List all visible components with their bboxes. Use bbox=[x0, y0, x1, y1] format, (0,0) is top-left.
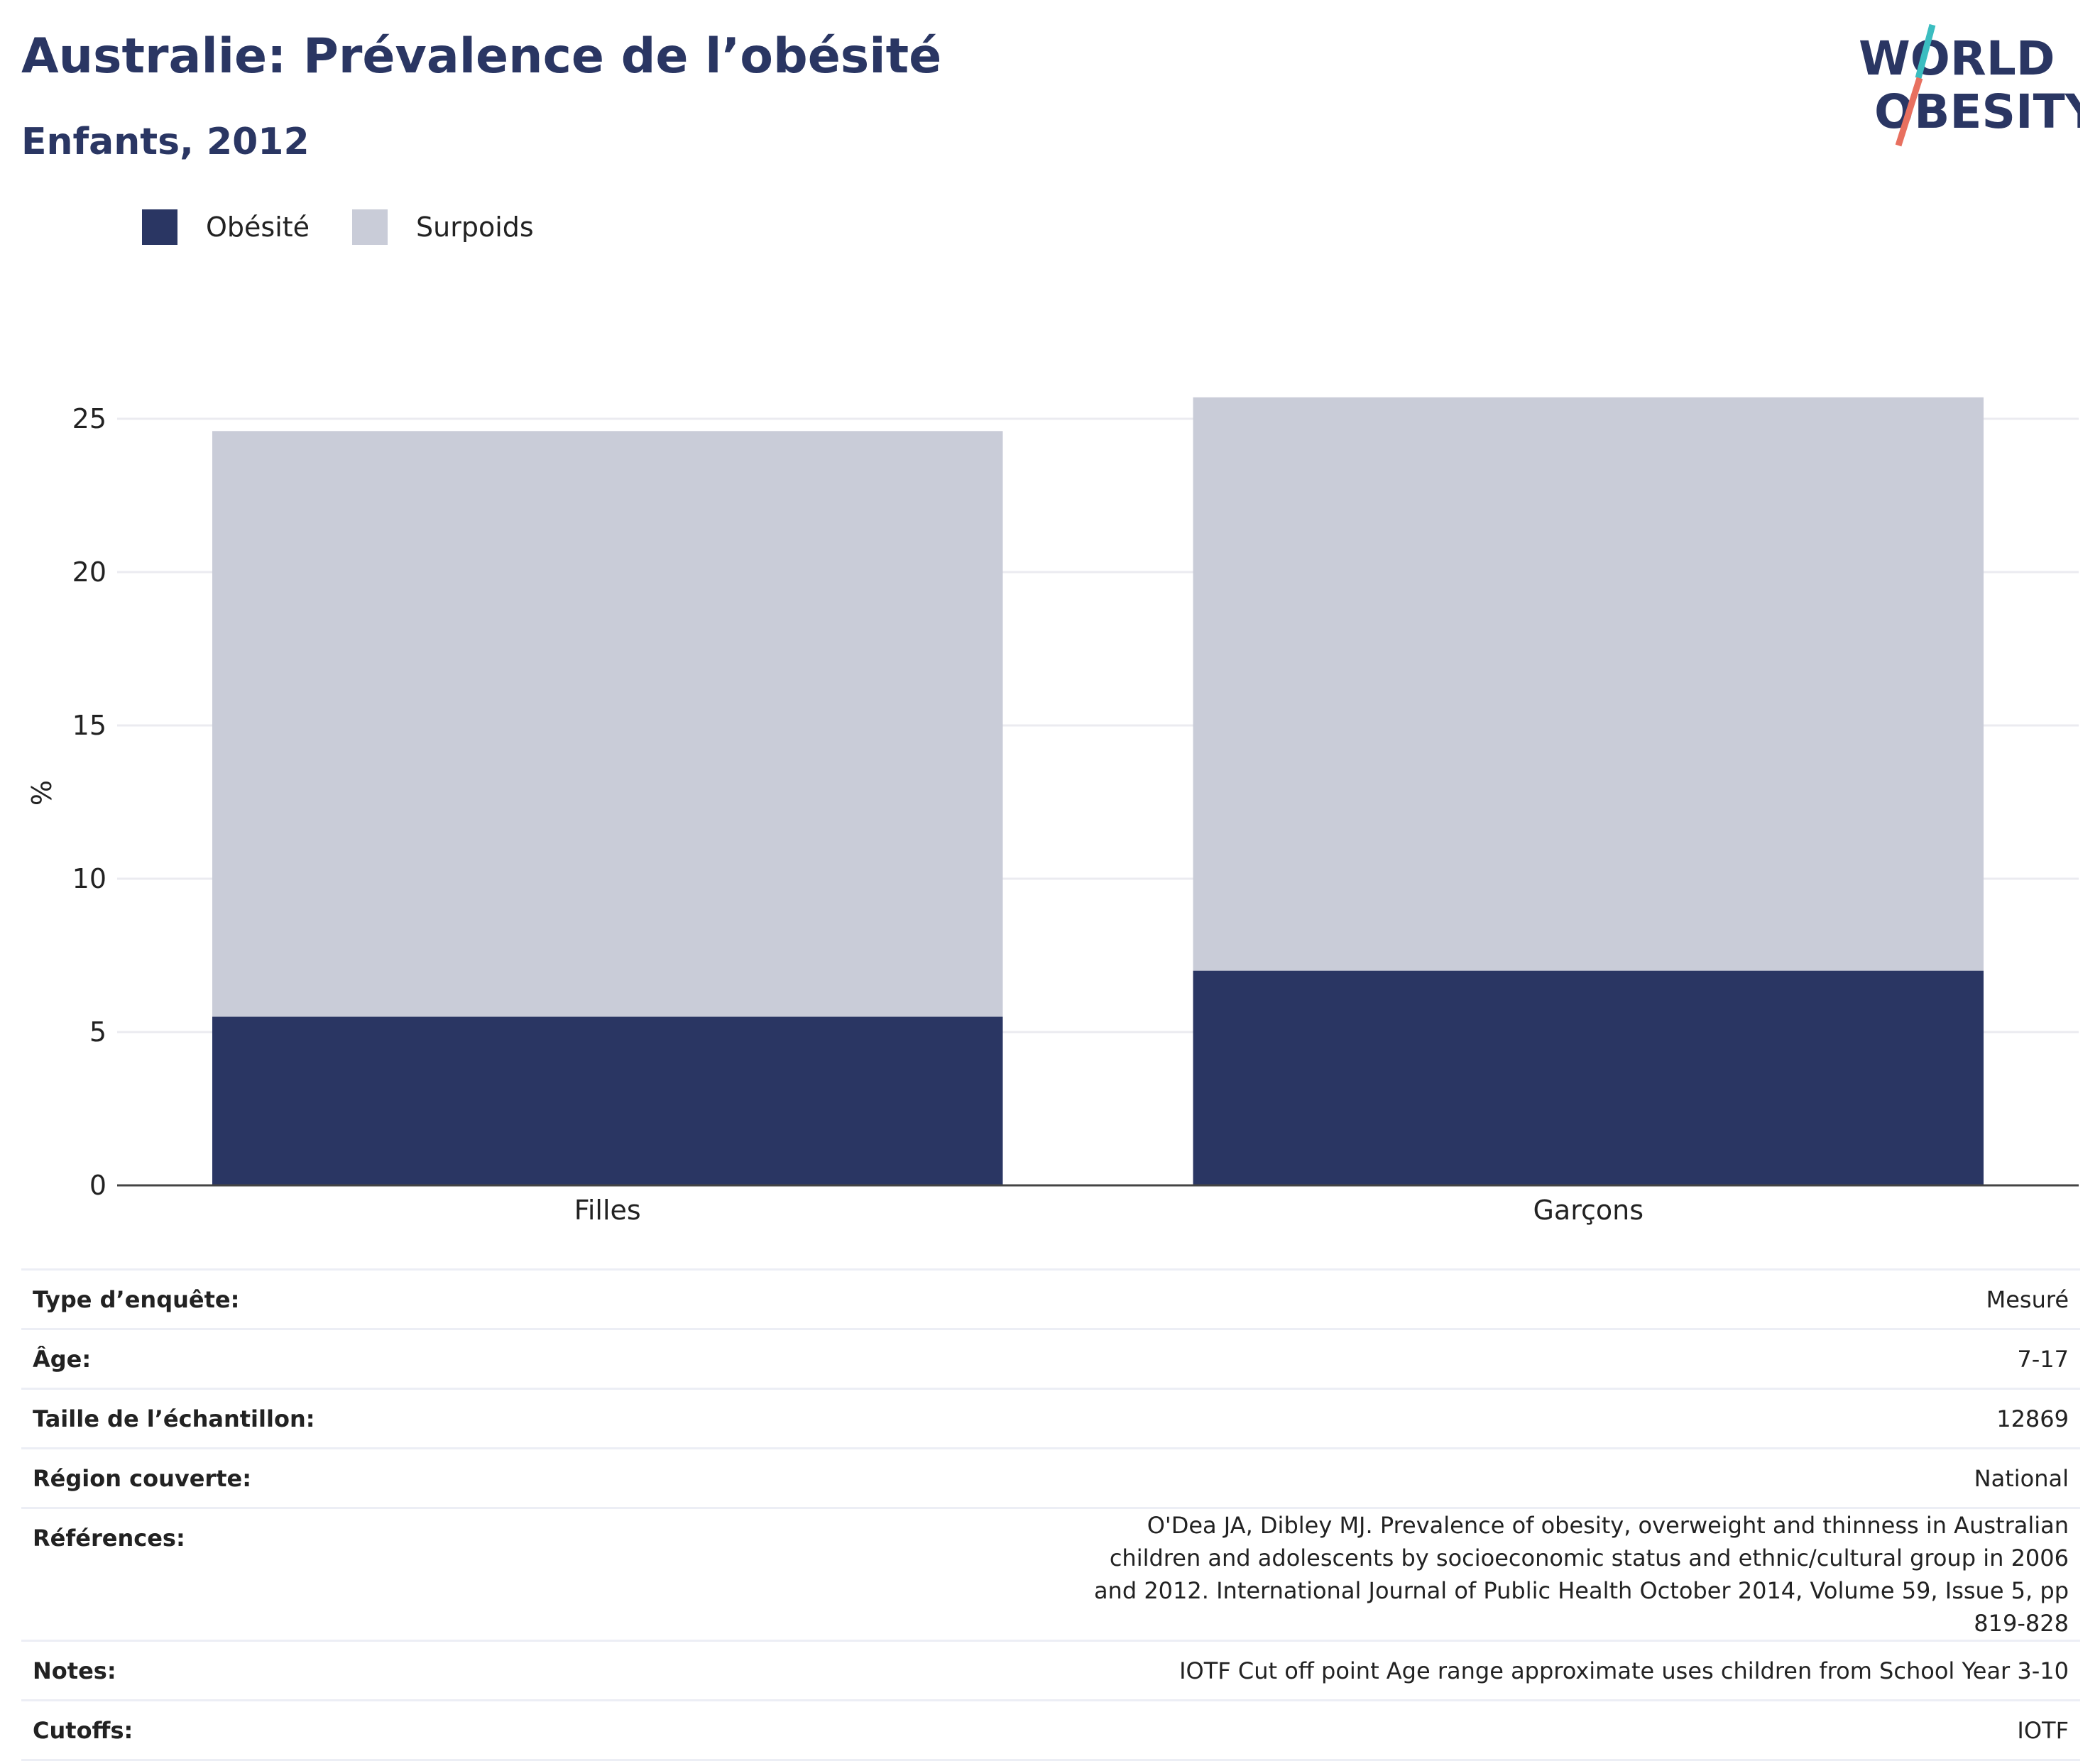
info-row-notes: Notes: IOTF Cut off point Age range appr… bbox=[21, 1640, 2080, 1701]
info-row-survey-type: Type d’enquête: Mesuré bbox=[21, 1268, 2080, 1330]
legend-item-overweight[interactable]: Surpoids bbox=[352, 209, 534, 245]
info-row-region: Région couverte: National bbox=[21, 1448, 2080, 1509]
info-key: Taille de l’échantillon: bbox=[21, 1388, 541, 1449]
info-key: Références: bbox=[21, 1508, 541, 1642]
info-key: Cutoffs: bbox=[21, 1700, 541, 1761]
legend-swatch-obesity bbox=[142, 209, 177, 245]
info-key: Région couverte: bbox=[21, 1448, 541, 1509]
legend: Obésité Surpoids bbox=[142, 209, 576, 245]
bar-obesity bbox=[212, 1016, 1003, 1185]
info-key: Type d’enquête: bbox=[21, 1268, 541, 1330]
info-row-sample-size: Taille de l’échantillon: 12869 bbox=[21, 1388, 2080, 1449]
y-tick-label: 5 bbox=[89, 1016, 106, 1048]
y-axis-label: % bbox=[26, 780, 58, 806]
legend-swatch-overweight bbox=[352, 209, 388, 245]
y-tick-label: 20 bbox=[72, 556, 106, 588]
legend-item-obesity[interactable]: Obésité bbox=[142, 209, 310, 245]
info-key: Âge: bbox=[21, 1329, 541, 1390]
world-obesity-logo: WORLD OBESITY bbox=[1859, 23, 2080, 147]
logo-word-world: WORLD bbox=[1859, 31, 2055, 86]
x-tick-label: Filles bbox=[574, 1195, 641, 1226]
info-value: O'Dea JA, Dibley MJ. Prevalence of obesi… bbox=[541, 1508, 2080, 1642]
stacked-bar-chart: 0 5 10 15 20 25% Filles Garçons bbox=[26, 397, 2079, 1226]
y-tick-label: 10 bbox=[72, 863, 106, 894]
y-tick-label: 15 bbox=[72, 710, 106, 741]
legend-label-overweight: Surpoids bbox=[416, 212, 534, 243]
x-tick-label: Garçons bbox=[1533, 1195, 1644, 1226]
survey-info-table: Type d’enquête: Mesuré Âge: 7-17 Taille … bbox=[21, 1268, 2080, 1761]
info-value: IOTF bbox=[541, 1700, 2080, 1761]
info-value: 12869 bbox=[541, 1388, 2080, 1449]
info-row-references: Références: O'Dea JA, Dibley MJ. Prevale… bbox=[21, 1508, 2080, 1642]
info-row-age: Âge: 7-17 bbox=[21, 1329, 2080, 1390]
bar-overweight bbox=[212, 431, 1003, 1017]
logo-slash-coral bbox=[1895, 77, 1923, 147]
info-key: Notes: bbox=[21, 1640, 541, 1701]
bar-obesity bbox=[1193, 970, 1984, 1185]
info-value: National bbox=[541, 1448, 2080, 1509]
info-value: IOTF Cut off point Age range approximate… bbox=[541, 1640, 2080, 1701]
chart-subtitle: Enfants, 2012 bbox=[21, 121, 310, 163]
chart-title: Australie: Prévalence de l’obésité bbox=[21, 28, 942, 84]
info-row-cutoffs: Cutoffs: IOTF bbox=[21, 1700, 2080, 1761]
y-tick-label: 0 bbox=[89, 1170, 106, 1201]
info-value: 7-17 bbox=[541, 1329, 2080, 1390]
bar-overweight bbox=[1193, 397, 1984, 971]
info-value: Mesuré bbox=[541, 1268, 2080, 1330]
y-tick-label: 25 bbox=[72, 403, 106, 434]
logo-slash-teal bbox=[1915, 23, 1936, 79]
legend-label-obesity: Obésité bbox=[206, 212, 310, 243]
